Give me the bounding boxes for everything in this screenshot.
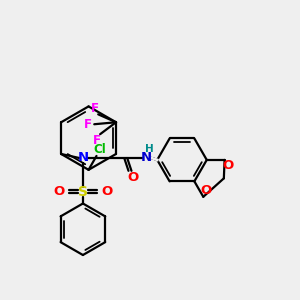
Text: O: O (201, 184, 212, 197)
Text: H: H (145, 144, 154, 154)
Text: O: O (222, 159, 233, 172)
Text: F: F (91, 102, 99, 115)
Text: O: O (53, 185, 65, 198)
Text: N: N (141, 152, 152, 164)
Text: S: S (78, 184, 88, 199)
Text: F: F (93, 134, 101, 147)
Text: O: O (101, 185, 112, 198)
Text: Cl: Cl (93, 142, 106, 155)
Text: F: F (84, 118, 92, 131)
Text: N: N (77, 152, 88, 164)
Text: O: O (128, 171, 139, 184)
